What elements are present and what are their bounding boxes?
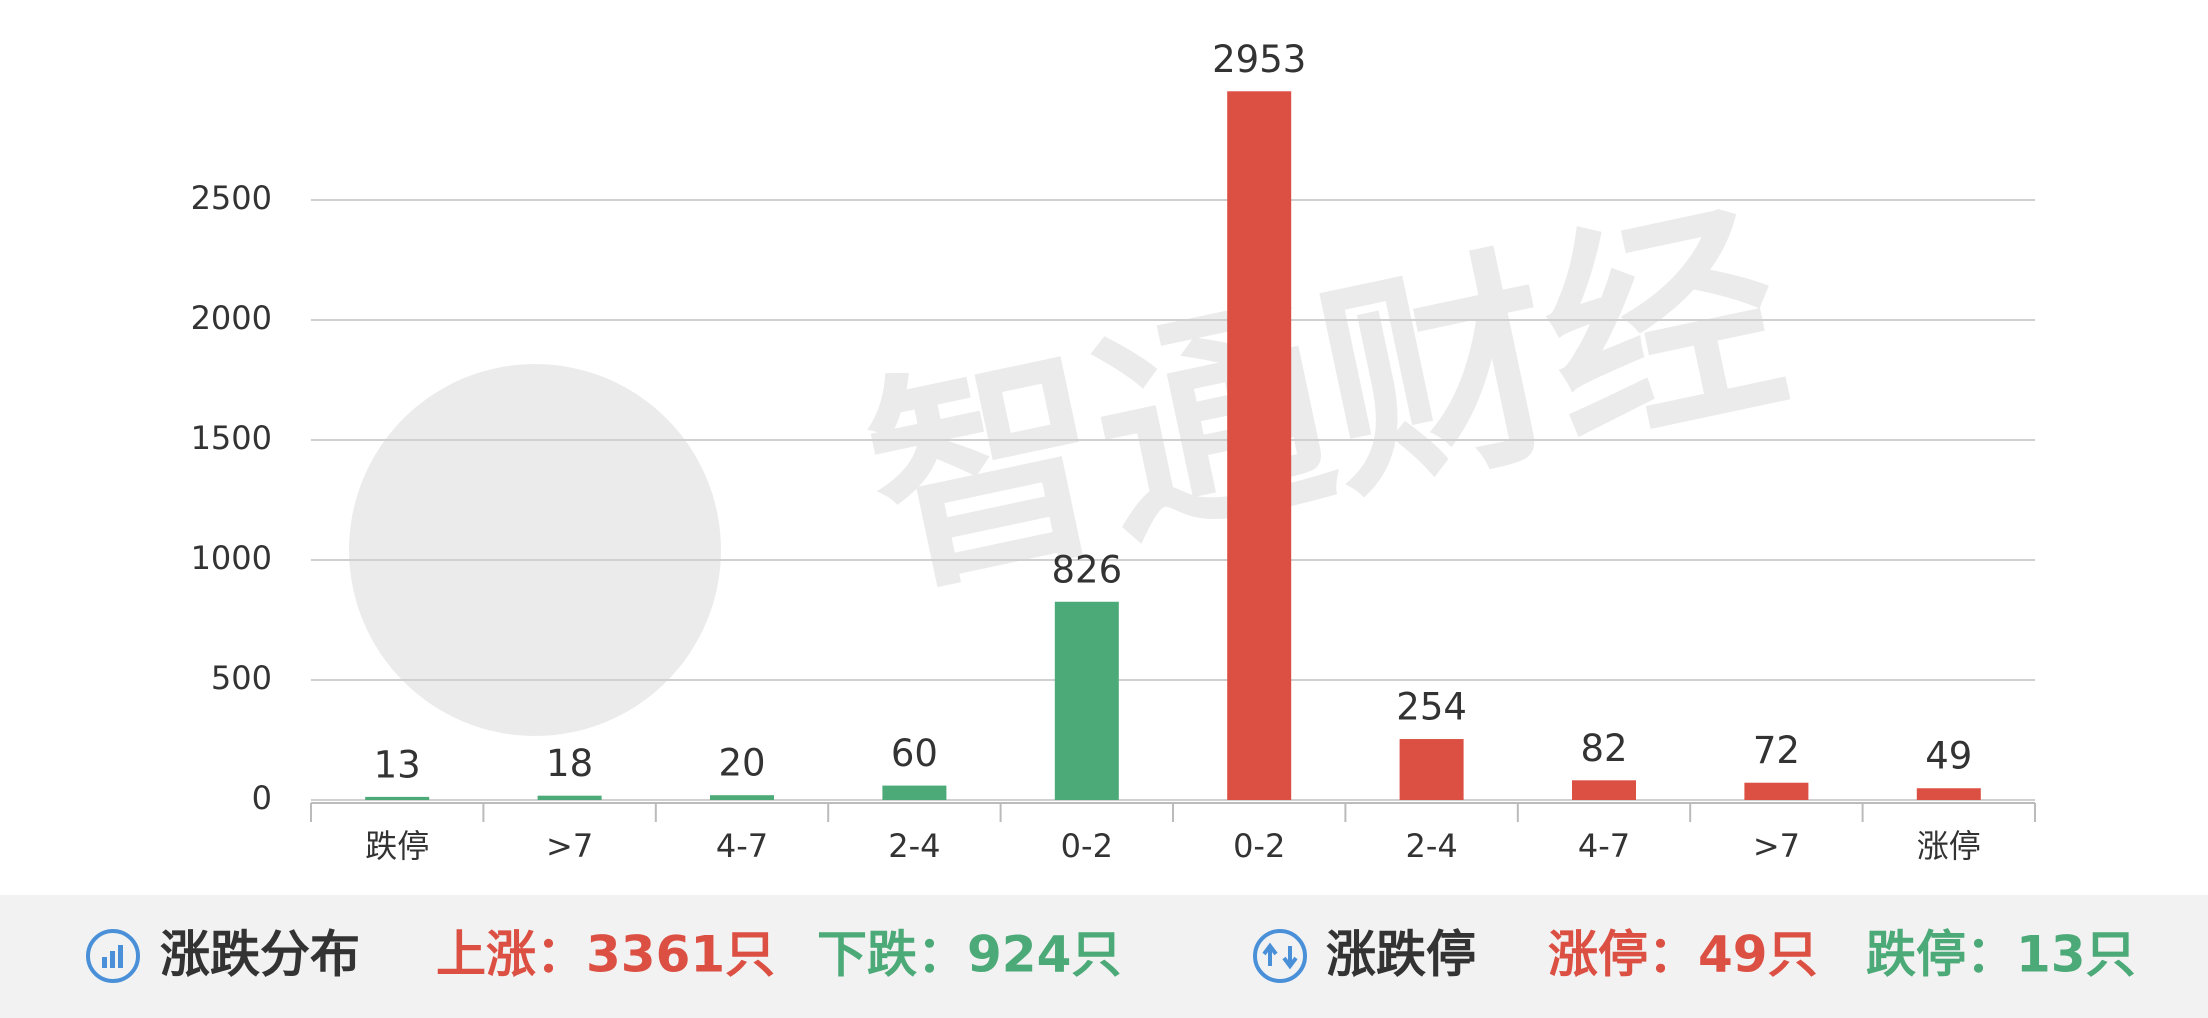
footer-limit-up: 涨停：49只	[1548, 926, 1818, 984]
footer-limit-down: 跌停：13只	[1866, 926, 2136, 984]
x-tick-label: 0-2	[1233, 827, 1285, 865]
value-label: 60	[891, 732, 938, 775]
x-tick-label: 2-4	[1405, 827, 1457, 865]
x-tick-label: 涨停	[1917, 827, 1981, 865]
bar	[1399, 739, 1464, 800]
y-tick-label: 0	[252, 779, 272, 817]
footer-up: 上涨：3361只	[436, 926, 775, 984]
x-tick-label: 4-7	[716, 827, 768, 865]
icon	[118, 945, 123, 968]
y-tick-label: 1500	[191, 419, 272, 457]
bar	[710, 795, 774, 800]
value-label: 72	[1753, 729, 1800, 772]
bar	[882, 785, 947, 800]
y-tick-label: 2000	[191, 299, 272, 337]
footer-title: 涨跌分布	[160, 926, 360, 984]
y-tick-label: 1000	[191, 539, 272, 577]
icon	[1253, 929, 1307, 983]
x-tick-label: 4-7	[1578, 827, 1630, 865]
x-tick-label: 2-4	[888, 827, 940, 865]
x-tick-label: 跌停	[365, 827, 429, 865]
icon	[102, 957, 107, 968]
bar	[1916, 788, 1981, 800]
bar	[1054, 601, 1119, 800]
value-label: 13	[374, 743, 421, 786]
icon	[110, 951, 115, 968]
value-label: 49	[1925, 735, 1972, 778]
footer-title: 涨跌停	[1326, 926, 1476, 984]
y-tick-label: 500	[211, 659, 272, 697]
value-label: 254	[1396, 686, 1467, 729]
y-tick-label: 2500	[191, 179, 272, 217]
watermark-logo	[349, 364, 721, 736]
x-tick-label: 0-2	[1061, 827, 1113, 865]
value-label: 20	[718, 742, 765, 785]
icon	[1262, 942, 1298, 970]
value-label: 82	[1580, 727, 1627, 770]
value-label: 2953	[1212, 38, 1306, 81]
value-label: 18	[546, 742, 593, 785]
bar	[1227, 91, 1292, 800]
x-tick-label: >7	[546, 827, 593, 865]
icon	[86, 929, 140, 983]
x-tick-label: >7	[1753, 827, 1800, 865]
value-label: 826	[1051, 548, 1122, 591]
footer-bar	[0, 895, 2208, 1018]
bar	[537, 795, 602, 800]
bar	[1744, 782, 1809, 800]
bar	[365, 796, 430, 800]
bar	[1572, 780, 1636, 800]
footer-down: 下跌：924只	[817, 926, 1121, 984]
